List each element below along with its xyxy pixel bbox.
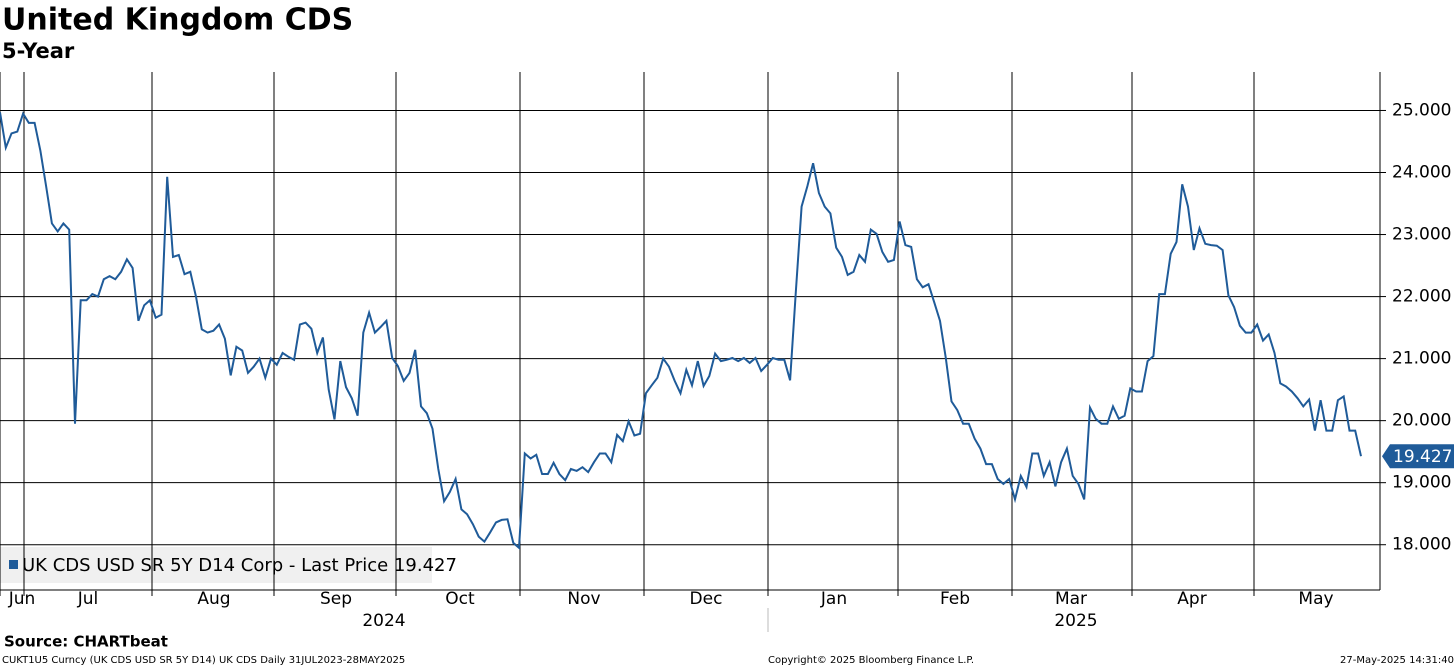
x-tick-label: May: [1298, 589, 1333, 609]
footer-center: Copyright© 2025 Bloomberg Finance L.P.: [768, 655, 974, 666]
x-tick-label: Aug: [197, 589, 230, 609]
x-tick-label: Jan: [820, 589, 847, 609]
x-tick-label: Feb: [940, 589, 970, 609]
year-label: 2025: [1054, 611, 1097, 631]
x-tick-label: Apr: [1177, 589, 1206, 609]
x-tick-label: Sep: [320, 589, 352, 609]
chart-title: United Kingdom CDS: [2, 3, 353, 38]
y-tick-label: 23.000: [1392, 225, 1451, 245]
series-line: [0, 111, 1362, 550]
x-tick-label: Jul: [77, 589, 99, 609]
source: Source: CHARTbeat: [4, 633, 168, 651]
x-tick-label: Mar: [1055, 589, 1087, 609]
legend-label: UK CDS USD SR 5Y D14 Corp - Last Price 1…: [22, 555, 457, 576]
x-tick-label: Nov: [567, 589, 600, 609]
last-price-tag: [1382, 444, 1454, 469]
last-price-label: 19.427: [1393, 447, 1452, 467]
legend-box: [0, 547, 432, 583]
year-label: 2024: [362, 611, 405, 631]
footer-left: CUKT1U5 Curncy (UK CDS USD SR 5Y D14) UK…: [2, 655, 405, 666]
y-tick-label: 24.000: [1392, 162, 1451, 182]
x-tick-label: Jun: [8, 589, 36, 609]
chart-subtitle: 5-Year: [2, 39, 75, 63]
legend-swatch: [9, 560, 18, 569]
y-tick-label: 18.000: [1392, 535, 1451, 555]
x-tick-label: Dec: [690, 589, 723, 609]
y-tick-label: 20.000: [1392, 411, 1451, 431]
y-tick-label: 25.000: [1392, 100, 1451, 120]
x-tick-label: Oct: [445, 589, 475, 609]
y-tick-label: 21.000: [1392, 349, 1451, 369]
footer-right: 27-May-2025 14:31:40: [1340, 655, 1454, 666]
y-tick-label: 19.000: [1392, 473, 1451, 493]
y-tick-label: 22.000: [1392, 287, 1451, 307]
